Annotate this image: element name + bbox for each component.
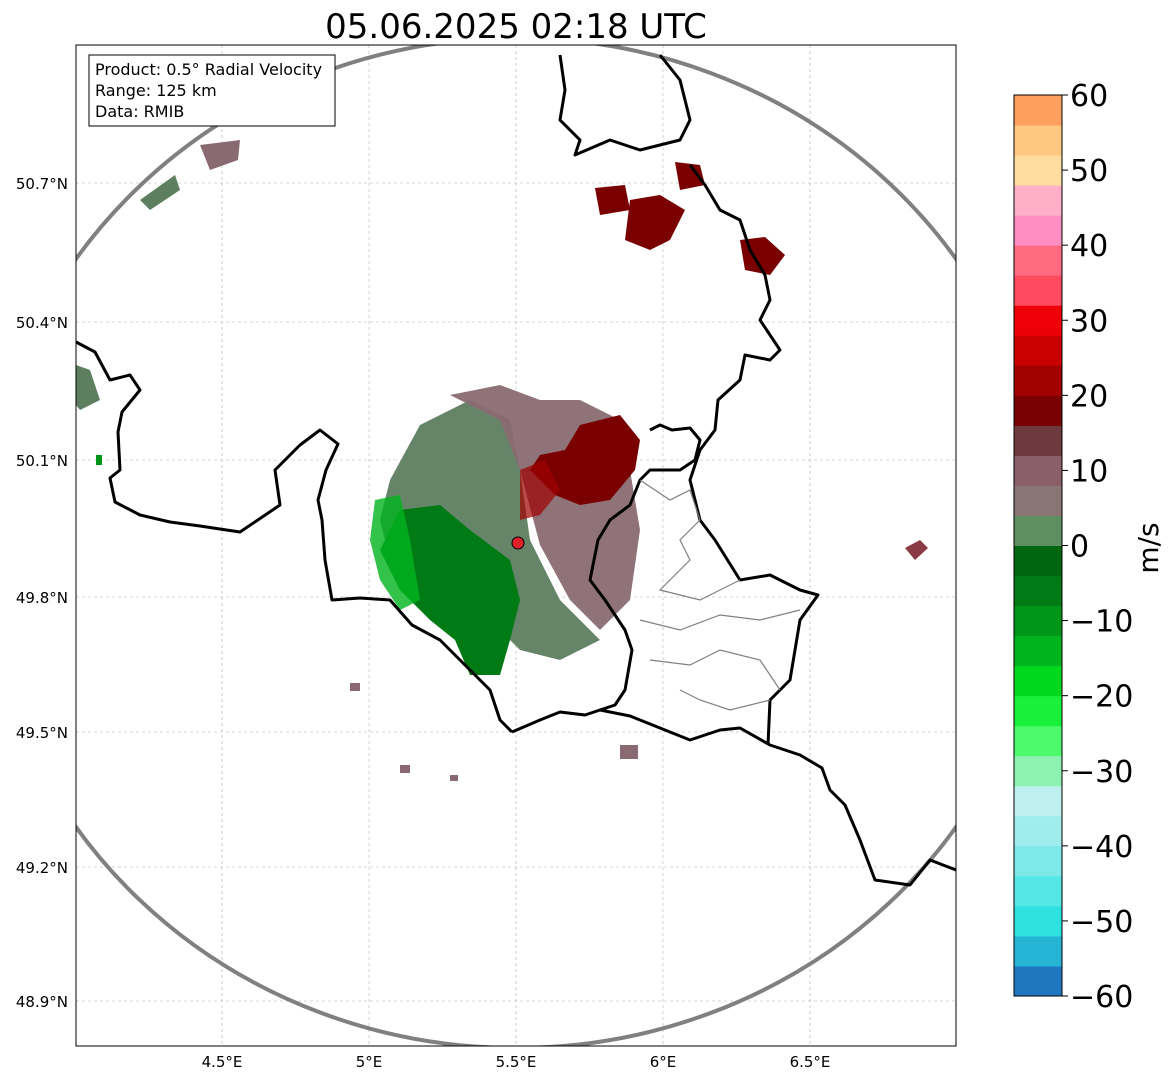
- lat-tick: 49.2°N: [16, 859, 68, 877]
- echo-north-cluster-1: [595, 185, 630, 215]
- colorbar-tick-label: 60: [1070, 79, 1108, 114]
- lat-tick: 49.8°N: [16, 589, 68, 607]
- colorbar-swatch: [1014, 215, 1062, 246]
- echo-east-stray: [905, 540, 928, 560]
- echo-scatter-1: [450, 775, 458, 781]
- echo-west-edge: [76, 365, 100, 410]
- colorbar-swatch: [1014, 515, 1062, 546]
- lat-tick-labels: 50.7°N 50.4°N 50.1°N 49.8°N 49.5°N 49.2°…: [16, 175, 68, 1011]
- colorbar-swatch: [1014, 305, 1062, 336]
- echo-scatter-5: [96, 455, 102, 465]
- colorbar-tick-label: −10: [1070, 605, 1133, 640]
- echo-scatter-3: [620, 745, 638, 759]
- colorbar-swatch: [1014, 455, 1062, 486]
- lat-tick: 49.5°N: [16, 724, 68, 742]
- colorbar-tick-label: 0: [1070, 530, 1089, 565]
- colorbar-swatch: [1014, 935, 1062, 967]
- echo-north-cluster-3: [675, 162, 705, 190]
- colorbar-ticks: 60 50 40 30 20 10 0 −10 −20 −30 −40 −50 −60: [1062, 79, 1133, 1015]
- echo-inbound-speckle: [370, 495, 420, 610]
- colorbar-swatch: [1014, 275, 1062, 306]
- colorbar-tick-label: 20: [1070, 379, 1108, 414]
- info-product: Product: 0.5° Radial Velocity: [95, 60, 322, 79]
- colorbar-swatch: [1014, 875, 1062, 907]
- colorbar-swatch: [1014, 365, 1062, 396]
- lat-tick: 48.9°N: [16, 993, 68, 1011]
- echo-outbound-core: [530, 415, 640, 505]
- colorbar-tick-label: −30: [1070, 755, 1133, 790]
- colorbar-tick-label: −60: [1070, 980, 1133, 1015]
- echo-scatter-2: [400, 765, 410, 773]
- colorbar-tick-label: 50: [1070, 154, 1108, 189]
- plot-area: [75, 44, 957, 1047]
- colorbar-swatch: [1014, 155, 1062, 186]
- colorbar-swatch: [1014, 785, 1062, 817]
- colorbar-swatch: [1014, 95, 1062, 126]
- colorbar-tick-label: −40: [1070, 830, 1133, 865]
- colorbar-swatch: [1014, 665, 1062, 697]
- border-east-1: [558, 54, 692, 157]
- lon-tick: 6°E: [650, 1053, 677, 1071]
- echo-inbound-core: [380, 505, 520, 675]
- lon-tick: 5.5°E: [496, 1053, 537, 1071]
- info-data: Data: RMIB: [95, 102, 184, 121]
- lat-tick: 50.1°N: [16, 452, 68, 470]
- colorbar-swatch: [1014, 395, 1062, 426]
- colorbar-swatch: [1014, 905, 1062, 937]
- colorbar-swatch: [1014, 185, 1062, 216]
- border-east-2: [688, 164, 820, 746]
- colorbar-tick-label: 40: [1070, 229, 1108, 264]
- colorbar-tick-label: 10: [1070, 454, 1108, 489]
- radar-site-marker: [511, 536, 525, 550]
- border-west: [76, 340, 514, 734]
- colorbar-swatch: [1014, 965, 1062, 997]
- colorbar-swatch: [1014, 725, 1062, 757]
- echo-north-cluster-2: [625, 195, 685, 250]
- colorbar-swatch: [1014, 245, 1062, 276]
- lon-tick: 4.5°E: [202, 1053, 243, 1071]
- colorbar-tick-label: −20: [1070, 680, 1133, 715]
- info-range: Range: 125 km: [95, 81, 217, 100]
- colorbar-tick-label: −50: [1070, 905, 1133, 940]
- colorbar-swatch: [1014, 755, 1062, 787]
- colorbar-swatch: [1014, 605, 1062, 637]
- colorbar-tick-label: 30: [1070, 304, 1108, 339]
- country-borders: [76, 54, 956, 887]
- lon-tick-labels: 4.5°E 5°E 5.5°E 6°E 6.5°E: [202, 1053, 831, 1071]
- colorbar-swatch: [1014, 125, 1062, 156]
- border-south-1: [511, 708, 956, 887]
- lon-tick: 6.5°E: [790, 1053, 831, 1071]
- colorbar-swatch: [1014, 635, 1062, 667]
- colorbar-swatch: [1014, 575, 1062, 607]
- colorbar-swatch: [1014, 485, 1062, 516]
- echo-scatter-4: [350, 683, 360, 691]
- lon-tick: 5°E: [356, 1053, 383, 1071]
- colorbar-swatch: [1014, 425, 1062, 456]
- chart-title: 05.06.2025 02:18 UTC: [325, 7, 707, 47]
- info-box: Product: 0.5° Radial Velocity Range: 125…: [88, 54, 336, 127]
- echo-outbound-edge: [520, 460, 560, 520]
- border-inner-lux: [588, 423, 702, 712]
- colorbar-swatches: [1014, 95, 1062, 997]
- colorbar-label: m/s: [1132, 522, 1165, 573]
- echo-nw-2: [200, 140, 240, 170]
- colorbar-swatch: [1014, 545, 1062, 577]
- plot-frame: [75, 44, 957, 1047]
- echo-nw-1: [140, 175, 180, 210]
- radar-echoes: [76, 100, 928, 781]
- colorbar-swatch: [1014, 845, 1062, 877]
- lat-tick: 50.7°N: [16, 175, 68, 193]
- colorbar: 60 50 40 30 20 10 0 −10 −20 −30 −40 −50 −60 m/s: [1013, 79, 1165, 1015]
- echo-north-cluster-4: [740, 237, 785, 275]
- colorbar-swatch: [1014, 335, 1062, 366]
- echo-near-zero-negative: [380, 400, 600, 660]
- region-borders: [639, 479, 801, 711]
- colorbar-swatch: [1014, 815, 1062, 847]
- lat-tick: 50.4°N: [16, 314, 68, 332]
- colorbar-swatch: [1014, 695, 1062, 727]
